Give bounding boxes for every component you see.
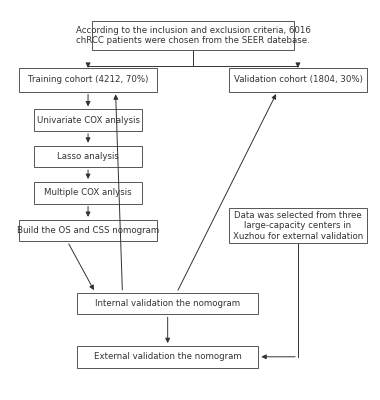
FancyBboxPatch shape [229, 208, 367, 243]
FancyBboxPatch shape [77, 346, 258, 368]
Text: According to the inclusion and exclusion criteria, 6016
chRCC patients were chos: According to the inclusion and exclusion… [76, 26, 310, 45]
Text: Lasso analysis: Lasso analysis [57, 152, 119, 161]
Text: Data was selected from three
large-capacity centers in
Xuzhou for external valid: Data was selected from three large-capac… [233, 211, 363, 240]
Text: Build the OS and CSS nomogram: Build the OS and CSS nomogram [17, 226, 159, 235]
FancyBboxPatch shape [34, 182, 142, 204]
FancyBboxPatch shape [19, 220, 157, 242]
FancyBboxPatch shape [34, 146, 142, 167]
FancyBboxPatch shape [19, 68, 157, 92]
FancyBboxPatch shape [92, 20, 294, 50]
Text: Multiple COX anlysis: Multiple COX anlysis [44, 188, 132, 197]
Text: Training cohort (4212, 70%): Training cohort (4212, 70%) [28, 75, 148, 84]
Text: External validation the nomogram: External validation the nomogram [94, 352, 242, 361]
FancyBboxPatch shape [77, 293, 258, 314]
FancyBboxPatch shape [34, 109, 142, 131]
FancyBboxPatch shape [229, 68, 367, 92]
Text: Internal validation the nomogram: Internal validation the nomogram [95, 299, 240, 308]
Text: Univariate COX analysis: Univariate COX analysis [36, 116, 139, 125]
Text: Validation cohort (1804, 30%): Validation cohort (1804, 30%) [233, 75, 363, 84]
